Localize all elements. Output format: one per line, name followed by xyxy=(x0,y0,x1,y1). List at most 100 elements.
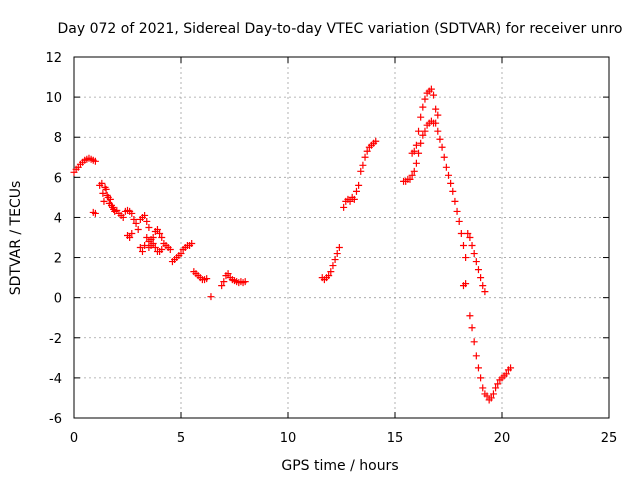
data-point xyxy=(331,256,339,264)
y-tick-label: 4 xyxy=(54,211,62,226)
data-point xyxy=(329,262,337,270)
data-point xyxy=(149,240,157,248)
data-point xyxy=(487,394,495,402)
data-point xyxy=(410,147,418,155)
data-point xyxy=(352,187,360,195)
data-point xyxy=(455,217,463,225)
data-point xyxy=(419,103,427,111)
data-point xyxy=(434,127,442,135)
data-point xyxy=(359,161,367,169)
data-point xyxy=(410,167,418,175)
data-point xyxy=(470,338,478,346)
x-tick-label: 5 xyxy=(177,431,185,446)
data-point xyxy=(432,105,440,113)
data-point xyxy=(472,258,480,266)
data-point xyxy=(502,370,510,378)
data-point xyxy=(333,250,341,258)
data-point xyxy=(406,175,414,183)
data-point xyxy=(412,159,420,167)
data-point xyxy=(419,131,427,139)
data-point xyxy=(224,270,232,278)
data-point xyxy=(207,293,215,301)
data-point xyxy=(99,189,107,197)
data-point xyxy=(492,384,500,392)
data-point xyxy=(468,324,476,332)
data-point xyxy=(355,181,363,189)
data-point xyxy=(459,242,467,250)
data-point xyxy=(477,274,485,282)
data-point xyxy=(470,250,478,258)
data-point xyxy=(346,197,354,205)
axis-ticks xyxy=(73,56,610,419)
chart-title: Day 072 of 2021, Sidereal Day-to-day VTE… xyxy=(58,21,623,37)
data-point xyxy=(158,246,166,254)
data-point xyxy=(436,135,444,143)
data-point xyxy=(474,266,482,274)
y-tick-label: 10 xyxy=(45,91,62,106)
data-point xyxy=(130,215,138,223)
data-point xyxy=(489,390,497,398)
y-tick-label: -6 xyxy=(49,412,62,427)
data-point xyxy=(153,225,161,233)
y-tick-label: 0 xyxy=(54,292,62,307)
data-point xyxy=(430,91,438,99)
data-point xyxy=(126,234,134,241)
data-point xyxy=(357,167,365,175)
data-point xyxy=(412,141,420,149)
data-point xyxy=(98,179,106,187)
data-point xyxy=(468,242,476,250)
data-point xyxy=(350,195,358,203)
data-point xyxy=(466,312,474,320)
x-tick-labels: 0 5 10 15 20 25 xyxy=(70,431,617,446)
x-tick-label: 25 xyxy=(601,431,618,446)
data-point xyxy=(417,113,425,121)
grid-lines xyxy=(74,57,609,418)
data-point xyxy=(457,229,465,237)
data-point xyxy=(102,185,110,193)
y-tick-label: 2 xyxy=(54,252,62,267)
data-point xyxy=(479,282,487,290)
data-point xyxy=(438,143,446,151)
data-point xyxy=(335,244,343,252)
data-point xyxy=(494,380,502,388)
data-point xyxy=(451,197,459,205)
data-point xyxy=(188,240,196,248)
data-point xyxy=(132,219,140,227)
data-point xyxy=(481,288,489,296)
data-point xyxy=(479,384,487,392)
data-point xyxy=(477,374,485,382)
x-tick-label: 20 xyxy=(494,431,511,446)
data-point xyxy=(220,278,228,286)
data-point xyxy=(119,213,127,221)
x-tick-label: 0 xyxy=(70,431,78,446)
data-point xyxy=(151,244,159,252)
data-point xyxy=(134,225,142,233)
data-point xyxy=(445,171,452,179)
data-point xyxy=(145,223,153,231)
data-point xyxy=(372,137,380,145)
data-point xyxy=(432,119,440,127)
y-tick-label: 6 xyxy=(54,171,62,186)
data-point xyxy=(143,234,151,241)
data-point xyxy=(128,229,136,237)
data-point xyxy=(166,246,174,254)
data-point xyxy=(203,275,211,283)
y-tick-labels: -6 -4 -2 0 2 4 6 8 10 12 xyxy=(45,51,62,427)
y-axis-title: SDTVAR / TECUs xyxy=(8,181,24,296)
data-point xyxy=(156,229,164,237)
data-point xyxy=(363,147,371,155)
data-point xyxy=(462,254,470,262)
y-tick-label: 8 xyxy=(54,131,62,146)
data-point xyxy=(218,282,226,290)
data-point xyxy=(472,352,480,360)
data-point xyxy=(128,209,136,217)
data-point xyxy=(141,211,149,219)
y-tick-label: -2 xyxy=(49,332,62,347)
data-point xyxy=(464,229,472,237)
data-point xyxy=(421,95,429,103)
x-axis-title: GPS time / hours xyxy=(281,458,398,474)
data-point xyxy=(241,278,249,286)
data-point xyxy=(453,207,461,215)
data-point xyxy=(361,153,369,161)
